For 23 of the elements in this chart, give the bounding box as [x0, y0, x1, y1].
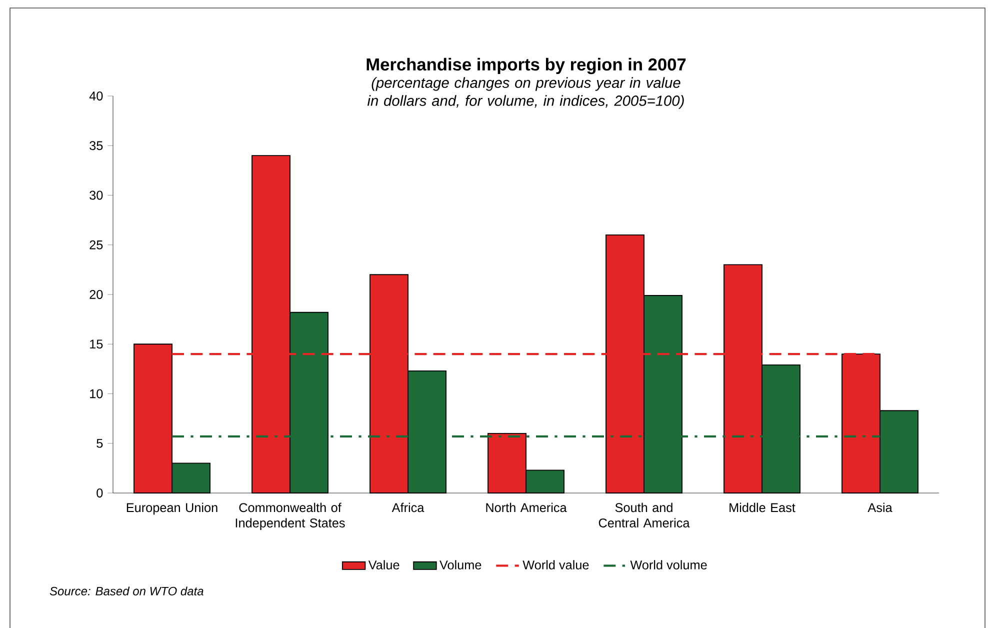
x-tick-label: South and Central America	[598, 502, 690, 528]
y-tick-label: 5	[96, 438, 103, 448]
y-tick-label: 30	[90, 190, 103, 200]
y-tick-label: 10	[90, 389, 103, 398]
x-tick-label: Middle East	[730, 502, 796, 512]
y-tick-label: 35	[90, 141, 103, 150]
x-tick-label: European Union	[126, 502, 218, 515]
x-tick-label: North America	[486, 502, 567, 512]
legend-label: Volume	[440, 560, 482, 570]
x-tick-label: Asia	[868, 502, 892, 512]
chart-subtitle: (percentage changes on previous year in value in dollars and, for volume, in indices, 2005=100)	[367, 77, 684, 109]
y-tick-label: 20	[90, 290, 103, 299]
x-tick-label: Commonwealth of Independent States	[236, 502, 345, 530]
legend-label: World volume	[630, 560, 707, 570]
source-note: Source: Based on WTO data	[50, 586, 204, 596]
legend-label: Value	[368, 560, 400, 570]
y-tick-label: 0	[96, 488, 103, 498]
y-tick-label: 15	[90, 340, 103, 349]
x-tick-label: Africa	[392, 502, 424, 512]
y-tick-label: 40	[89, 92, 103, 100]
chart-title: Merchandise imports by region in 2007	[366, 58, 686, 74]
legend-label: World value	[522, 560, 589, 570]
y-tick-label: 25	[90, 240, 103, 250]
